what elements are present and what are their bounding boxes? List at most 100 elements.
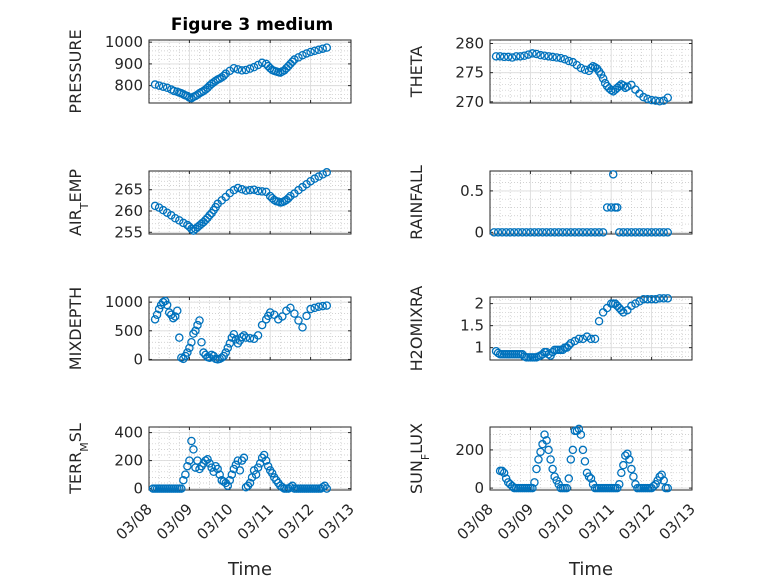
plot-area <box>490 297 692 360</box>
data-point <box>629 472 638 481</box>
y-tick-label: 275 <box>455 64 484 82</box>
data-point <box>663 294 673 303</box>
y-axis-label: SUNFLUX <box>407 423 432 494</box>
data-point <box>195 316 204 325</box>
data-point <box>207 463 216 472</box>
series-markers <box>491 49 673 106</box>
data-point <box>298 50 307 60</box>
data-point <box>623 228 632 237</box>
data-point <box>576 430 586 439</box>
axes-frame <box>148 170 352 235</box>
data-point <box>241 333 251 342</box>
data-point <box>318 44 327 53</box>
data-point <box>217 353 226 362</box>
data-point <box>623 449 632 458</box>
axes-frame <box>489 39 693 104</box>
data-point <box>534 228 543 237</box>
data-point <box>310 174 319 183</box>
data-point <box>193 320 202 330</box>
data-point <box>257 187 267 196</box>
data-point <box>550 228 559 237</box>
data-point <box>582 228 592 237</box>
data-point <box>253 463 263 472</box>
data-point <box>507 481 517 491</box>
data-point <box>598 74 608 83</box>
data-point <box>558 345 567 355</box>
data-point <box>564 341 574 350</box>
data-point <box>154 81 164 90</box>
data-point <box>298 323 307 332</box>
data-point <box>152 310 162 320</box>
data-point <box>544 445 553 455</box>
data-point <box>235 466 245 475</box>
y-tick-label: 1.5 <box>460 317 484 335</box>
data-point <box>284 193 293 203</box>
data-point <box>231 460 241 470</box>
data-point <box>263 461 273 471</box>
data-point <box>318 482 327 492</box>
data-point <box>651 96 660 105</box>
data-point <box>615 480 624 489</box>
data-point <box>552 53 561 62</box>
y-tick-label: 255 <box>114 223 143 241</box>
series-markers <box>491 294 673 362</box>
data-point <box>655 97 664 106</box>
y-tick-label: 260 <box>114 202 143 220</box>
data-point <box>578 228 588 237</box>
data-point <box>219 71 228 81</box>
data-point <box>495 52 505 61</box>
y-axis-label: THETA <box>407 46 426 98</box>
data-point <box>566 455 576 464</box>
data-point <box>215 470 224 479</box>
y-axis-label: H2OMIXRA <box>407 286 426 372</box>
series-markers <box>150 168 332 235</box>
data-point <box>564 56 574 66</box>
data-point <box>499 52 509 62</box>
axes-frame <box>489 426 693 491</box>
y-tick-label: 200 <box>455 441 484 459</box>
data-point <box>286 303 295 313</box>
data-point <box>294 53 303 62</box>
data-point <box>310 303 319 313</box>
data-point <box>249 185 259 194</box>
data-point <box>530 228 539 237</box>
data-point <box>514 228 523 237</box>
data-point <box>538 228 547 237</box>
data-point <box>663 228 673 237</box>
series-markers <box>495 424 673 493</box>
data-point <box>171 213 180 223</box>
data-point <box>290 309 299 318</box>
y-tick-label: 1000 <box>105 293 143 311</box>
data-point <box>245 333 255 343</box>
data-point <box>164 308 174 317</box>
data-point <box>181 470 190 479</box>
data-point <box>596 70 606 79</box>
data-point <box>187 93 196 103</box>
data-point <box>651 294 660 304</box>
data-point <box>322 43 332 52</box>
data-point <box>185 343 194 353</box>
data-point <box>225 339 235 348</box>
data-point <box>177 484 186 493</box>
data-point <box>160 296 170 306</box>
y-tick-label: 400 <box>114 424 143 442</box>
y-tick-label: 0.5 <box>460 182 484 200</box>
y-axis-label: RAINFALL <box>407 165 426 240</box>
data-point <box>639 294 648 304</box>
data-point <box>584 472 594 481</box>
data-point <box>501 228 511 237</box>
data-point <box>267 468 277 478</box>
data-point <box>619 228 628 237</box>
data-point <box>631 228 640 237</box>
data-point <box>655 294 664 303</box>
data-point <box>544 52 553 61</box>
data-point <box>189 445 198 454</box>
data-point <box>528 49 537 58</box>
data-point <box>627 228 636 237</box>
data-point <box>314 302 323 311</box>
data-point <box>493 348 503 358</box>
data-point <box>261 456 271 465</box>
data-point <box>613 203 622 212</box>
subplot-6: 1 1.5 2 H2OMIXRA <box>407 286 693 372</box>
data-point <box>499 468 509 478</box>
